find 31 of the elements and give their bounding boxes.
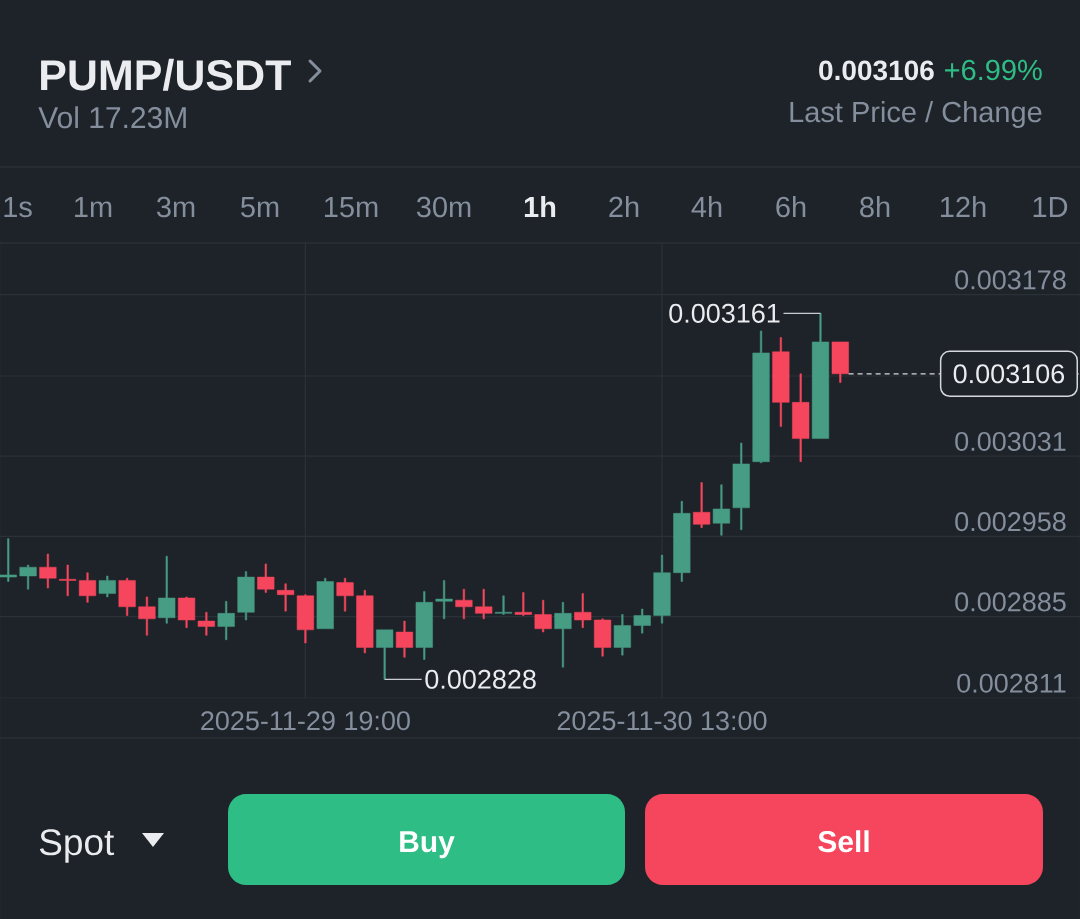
text: Spot bbox=[39, 829, 115, 863]
text: 0.003106 bbox=[819, 60, 934, 81]
text: 4h bbox=[691, 195, 722, 217]
text: 5m bbox=[241, 197, 279, 218]
x-tick-label: 2025-11-30 13:00 bbox=[557, 711, 767, 731]
text: 6h bbox=[776, 195, 806, 218]
text: 12h bbox=[941, 195, 986, 217]
text: 30m bbox=[416, 196, 471, 218]
y-tick-label: 0.002958 bbox=[955, 512, 1066, 532]
x-tick-label: 2025-11-29 19:00 bbox=[201, 711, 410, 731]
y-tick-label: 0.003178 bbox=[955, 270, 1066, 290]
text: 8h bbox=[860, 195, 890, 218]
y-tick-label: 0.002885 bbox=[955, 592, 1066, 612]
text: 2h bbox=[609, 195, 639, 217]
text: 1h bbox=[524, 195, 556, 217]
chart-title: PUMP/USDT bbox=[41, 58, 291, 91]
y-tick-label: 0.002811 bbox=[957, 673, 1066, 693]
text: 1m bbox=[75, 197, 112, 217]
text: 1s bbox=[4, 197, 32, 218]
text: 3m bbox=[156, 196, 195, 218]
y-tick-label: 0.003031 bbox=[955, 431, 1066, 451]
annotation: 0.002828 bbox=[425, 669, 536, 689]
text: 1D bbox=[1033, 197, 1068, 217]
text: +6.99% bbox=[945, 59, 1042, 81]
chart-subtitle: Vol 17.23M bbox=[38, 106, 186, 129]
annotation: 0.003161 bbox=[669, 303, 780, 323]
text: 15m bbox=[325, 197, 378, 218]
text: Last Price / Change bbox=[790, 100, 1042, 129]
text: Buy bbox=[400, 831, 455, 859]
text: Sell bbox=[818, 830, 869, 853]
ref-line-label: 0.003106 bbox=[953, 364, 1065, 384]
